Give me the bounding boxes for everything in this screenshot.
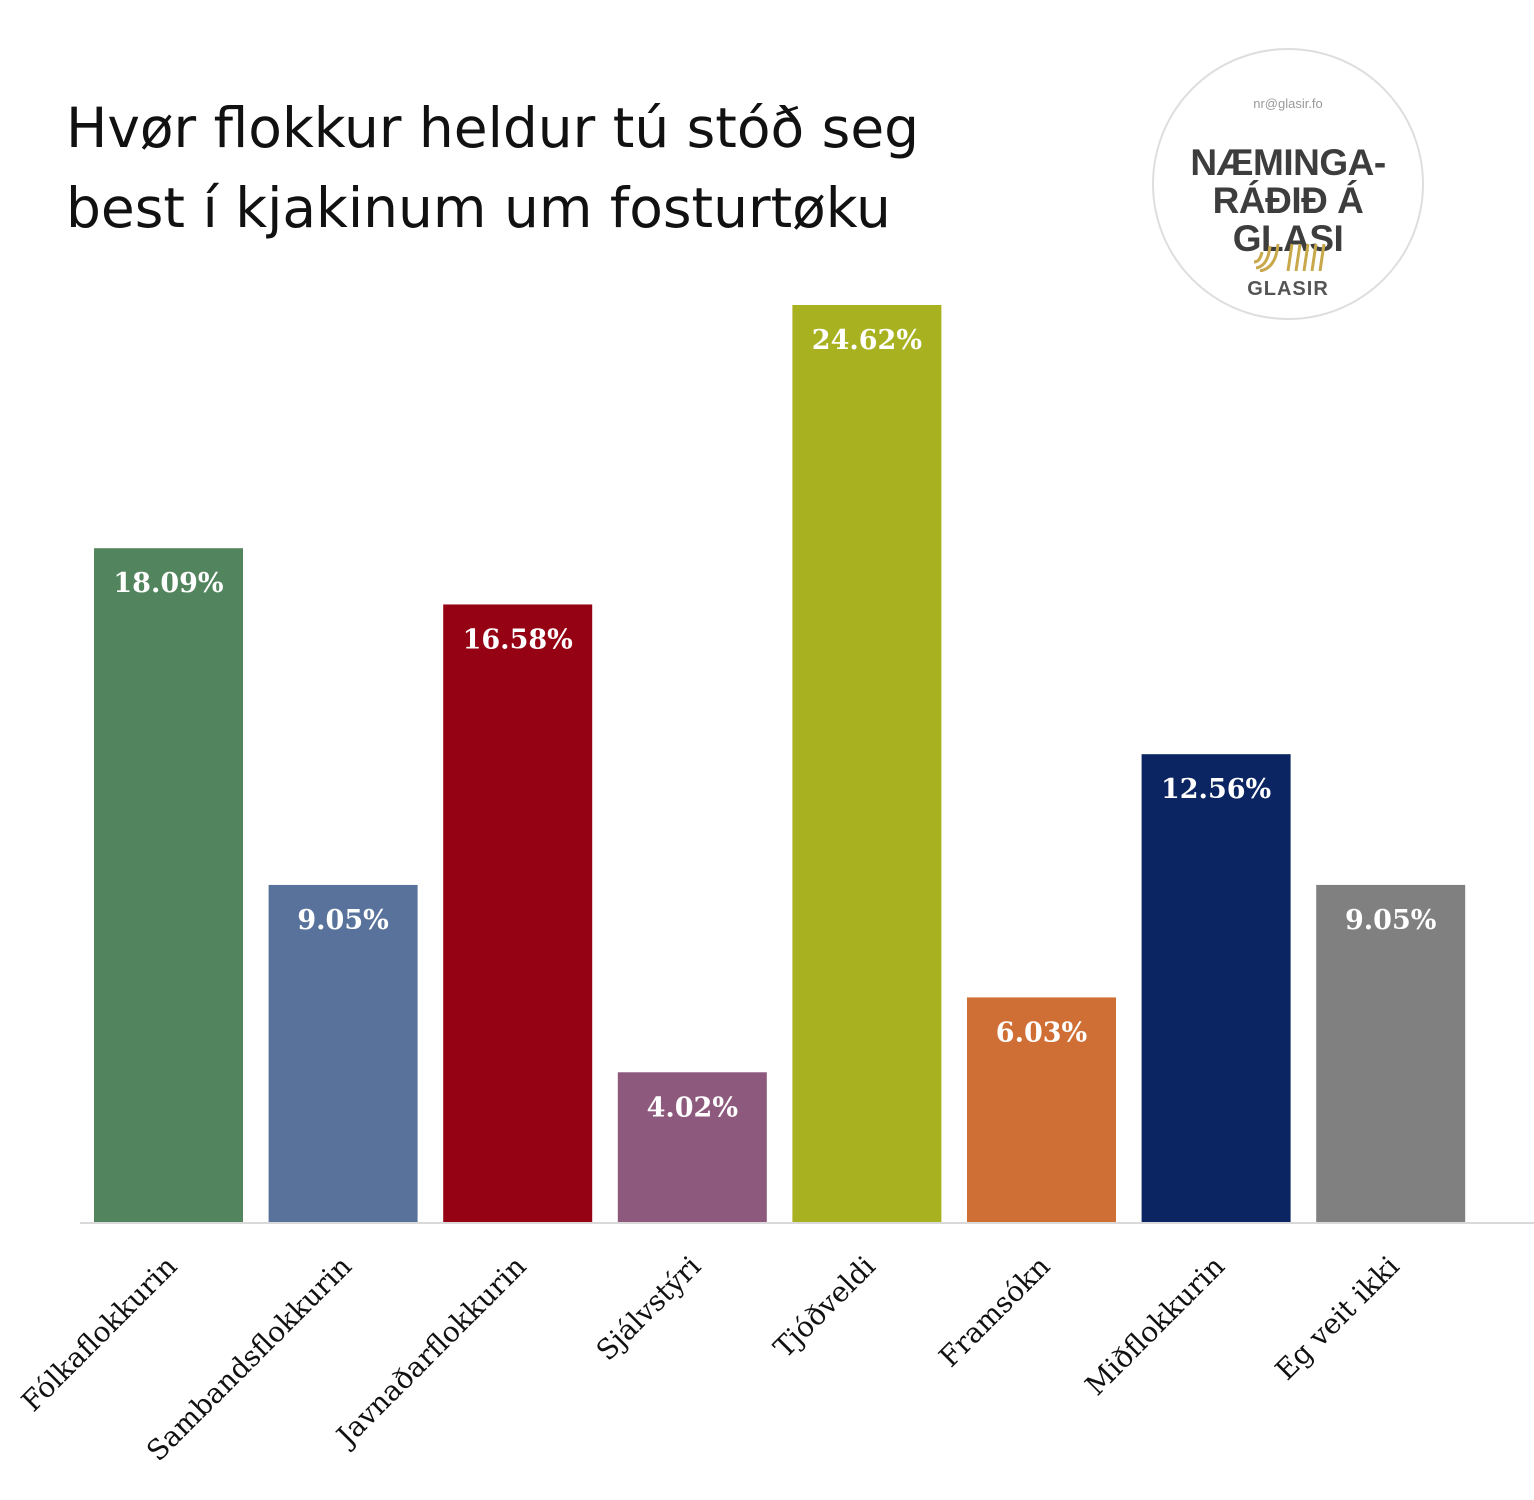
data-label-7: 9.05% [1345,905,1436,936]
chart-title-line-1: Hvør flokkur heldur tú stóð seg [66,96,920,160]
glasir-mark-icon [1253,243,1326,272]
bar-7 [1316,884,1466,1222]
logo-name: NÆMINGA- RÁÐIÐ Á GLASI [1154,144,1422,258]
bar-5 [967,997,1116,1222]
logo-brand: GLASIR [1247,278,1329,300]
bar-3 [617,1072,767,1222]
category-label-6: Miðflokkurin [1079,1250,1231,1402]
category-label-0: Fólkaflokkurin [15,1250,183,1418]
data-label-5: 6.03% [996,1017,1087,1048]
logo-name-line-1: NÆMINGA- [1190,142,1386,183]
category-label-4: Tjóðveldi [767,1250,882,1365]
data-label-6: 12.56% [1161,774,1271,805]
bar-1 [268,884,418,1222]
category-label-2: Javnaðarflokkurin [328,1250,533,1455]
chart-title: Hvør flokkur heldur tú stóð seg best í k… [66,88,1066,248]
category-label-7: Eg veit ikki [1269,1250,1406,1387]
logo-name-line-2: RÁÐIÐ Á GLASI [1212,180,1364,259]
data-label-1: 9.05% [297,905,388,936]
bar-2 [443,604,593,1222]
category-label-3: Sjálvstýri [590,1250,707,1367]
data-label-3: 4.02% [647,1092,738,1123]
bar-6 [1141,754,1291,1222]
data-label-0: 18.09% [113,568,223,599]
data-label-4: 24.62% [812,325,922,356]
data-label-2: 16.58% [463,624,573,655]
bar-4 [792,305,942,1222]
bar-0 [94,548,243,1222]
logo-email: nr@glasir.fo [1253,96,1323,111]
chart-title-line-2: best í kjakinum um fosturtøku [66,176,891,240]
naemingaradid-logo: nr@glasir.fo NÆMINGA- RÁÐIÐ Á GLASI GLAS… [1152,48,1424,320]
category-label-5: Framsókn [932,1250,1056,1374]
